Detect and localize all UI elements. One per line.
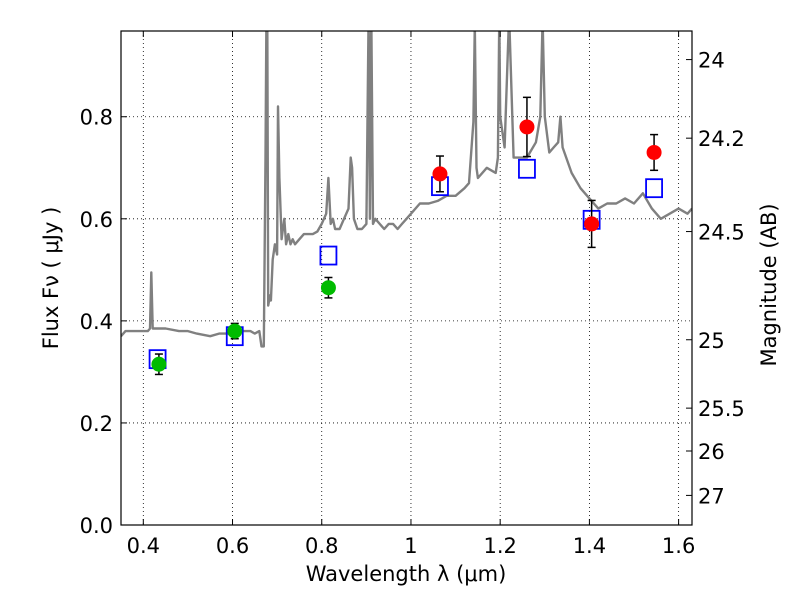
x-tick-label: 0.8 (305, 534, 338, 558)
model-photometry-square (319, 245, 338, 266)
y-axis-label: Flux Fν ( μJy ) (39, 207, 63, 350)
y-tick-label: 0.0 (80, 514, 113, 538)
x-tick-label: 1.6 (662, 534, 695, 558)
x-tick-label: 0.6 (216, 534, 249, 558)
x-tick-label: 1 (404, 534, 417, 558)
y2-tick-label: 25.5 (698, 397, 745, 421)
x-axis-label: Wavelength λ (μm) (306, 562, 507, 586)
model-photometry-square (645, 178, 663, 199)
x-tick-label: 1.2 (483, 534, 516, 558)
y2-tick-label: 24 (698, 49, 725, 73)
red-data-point (646, 144, 662, 160)
green-data-point (151, 356, 167, 372)
y2-tick-label: 27 (698, 484, 725, 508)
red-data-point (584, 216, 600, 232)
y-tick-label: 0.6 (80, 208, 113, 232)
axis-ticks: 0.4 0.6 0.8 1 1.2 1.4 1.6 0.0 0.2 0.4 0.6 0.8 24 24.2… (80, 31, 745, 558)
spectrum-line (121, 31, 692, 348)
grid-lines (121, 31, 692, 526)
x-tick-label: 0.4 (127, 534, 160, 558)
axes-frame (120, 30, 693, 526)
y-tick-label: 0.2 (80, 412, 113, 436)
model-photometry-square (518, 158, 536, 179)
y2-tick-label: 25 (698, 329, 725, 353)
y-tick-label: 0.8 (80, 106, 113, 130)
y2-tick-label: 26 (698, 440, 725, 464)
green-data-point (320, 280, 336, 296)
x-tick-label: 1.4 (573, 534, 606, 558)
y2-tick-label: 24.5 (698, 221, 745, 245)
red-data-point (432, 166, 448, 182)
green-data-point (227, 323, 243, 339)
y-tick-label: 0.4 (80, 310, 113, 334)
y2-axis-label: Magnitude (AB) (757, 203, 781, 366)
red-data-point (519, 119, 535, 135)
y2-tick-label: 24.2 (698, 127, 745, 151)
plot-area (121, 31, 692, 376)
